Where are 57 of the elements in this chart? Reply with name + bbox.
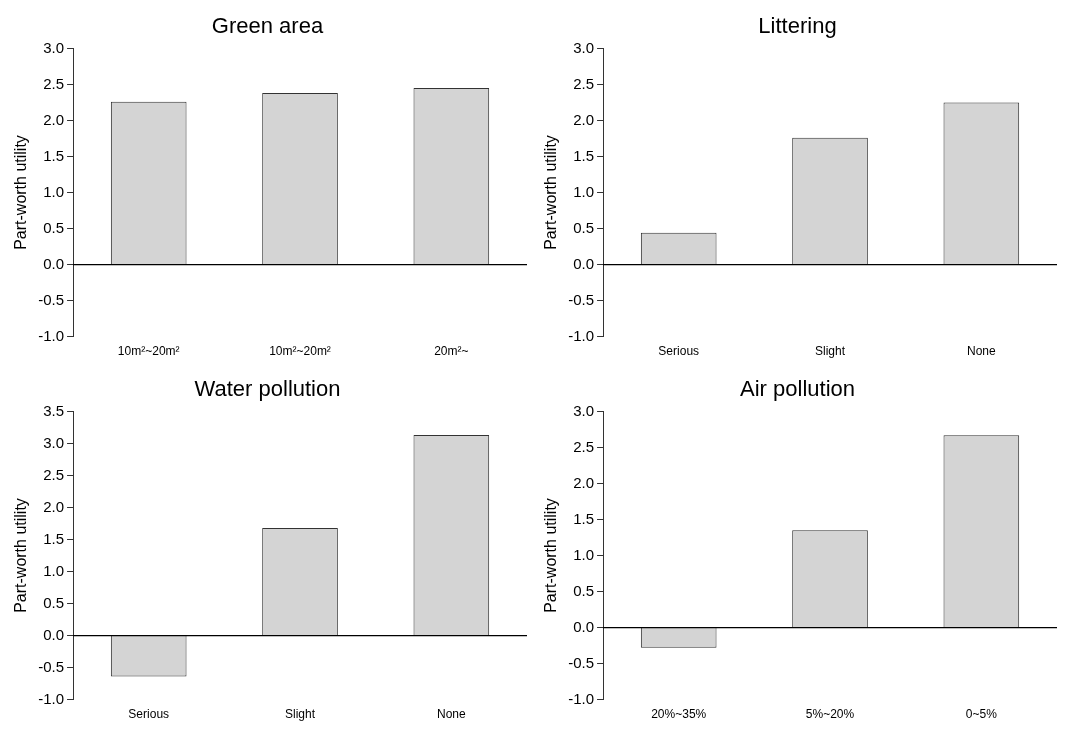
y-tick-label: 0.5	[573, 218, 595, 236]
y-tick-label: -0.5	[568, 653, 595, 671]
y-tick-label: 0.0	[43, 254, 65, 272]
y-tick-label: 2.5	[43, 465, 65, 483]
y-tick-label: 3.0	[573, 38, 595, 56]
y-tick-label: -1.0	[38, 689, 65, 707]
y-tick-label: -1.0	[568, 689, 595, 707]
y-tick-label: 1.5	[573, 146, 595, 164]
chart-title: Water pollution	[194, 376, 341, 402]
y-tick-label: 1.0	[573, 545, 595, 563]
y-tick-label: 2.0	[573, 473, 595, 491]
y-tick-label: 1.5	[573, 509, 595, 527]
y-tick-label: 0.5	[43, 593, 65, 611]
y-tick-label: 2.0	[573, 110, 595, 128]
x-tick-label: Slight	[285, 707, 316, 722]
y-tick-label: 1.5	[43, 529, 65, 547]
y-tick-label: -1.0	[38, 326, 65, 344]
chart-title: Littering	[758, 13, 837, 39]
x-tick-label: 10m²~20m²	[269, 344, 331, 359]
y-tick-label: 3.0	[43, 38, 65, 56]
x-tick-label: Serious	[658, 344, 700, 359]
x-tick-label: 20m²~	[434, 344, 469, 359]
y-tick-label: -0.5	[38, 290, 65, 308]
y-axis-title: Part-worth utility	[12, 135, 30, 250]
y-axis-title: Part-worth utility	[542, 135, 560, 250]
x-tick-label: None	[437, 707, 467, 722]
y-tick-label: 1.5	[43, 146, 65, 164]
x-tick-label: Serious	[128, 707, 170, 722]
y-tick-label: 2.0	[43, 110, 65, 128]
y-tick-label: 2.5	[573, 74, 595, 92]
y-tick-label: 1.0	[573, 182, 595, 200]
x-tick-label: 5%~20%	[805, 707, 855, 722]
x-tick-label: 0~5%	[965, 707, 998, 722]
y-axis-title: Part-worth utility	[12, 498, 30, 613]
y-tick-label: 0.0	[43, 625, 65, 643]
y-tick-label: 2.5	[43, 74, 65, 92]
x-tick-label: None	[967, 344, 997, 359]
chart-title: Green area	[211, 13, 324, 39]
x-tick-label: 10m²~20m²	[117, 344, 180, 359]
y-tick-label: 1.0	[43, 182, 65, 200]
y-tick-label: -0.5	[38, 657, 65, 675]
y-tick-label: 3.0	[43, 433, 65, 451]
y-tick-label: 2.5	[573, 437, 595, 455]
y-tick-label: -0.5	[568, 290, 595, 308]
y-tick-label: 3.0	[573, 401, 595, 419]
chart-title: Air pollution	[740, 376, 855, 402]
y-tick-label: 2.0	[43, 497, 65, 515]
x-tick-label: Slight	[815, 344, 846, 359]
y-tick-label: -1.0	[568, 326, 595, 344]
y-tick-label: 1.0	[43, 561, 65, 579]
y-tick-label: 0.5	[573, 581, 595, 599]
y-axis-title: Part-worth utility	[542, 498, 560, 613]
y-tick-label: 3.5	[43, 401, 65, 419]
y-tick-label: 0.0	[573, 617, 595, 635]
x-tick-label: 20%~35%	[651, 707, 707, 722]
y-tick-label: 0.0	[573, 254, 595, 272]
y-tick-label: 0.5	[43, 218, 65, 236]
